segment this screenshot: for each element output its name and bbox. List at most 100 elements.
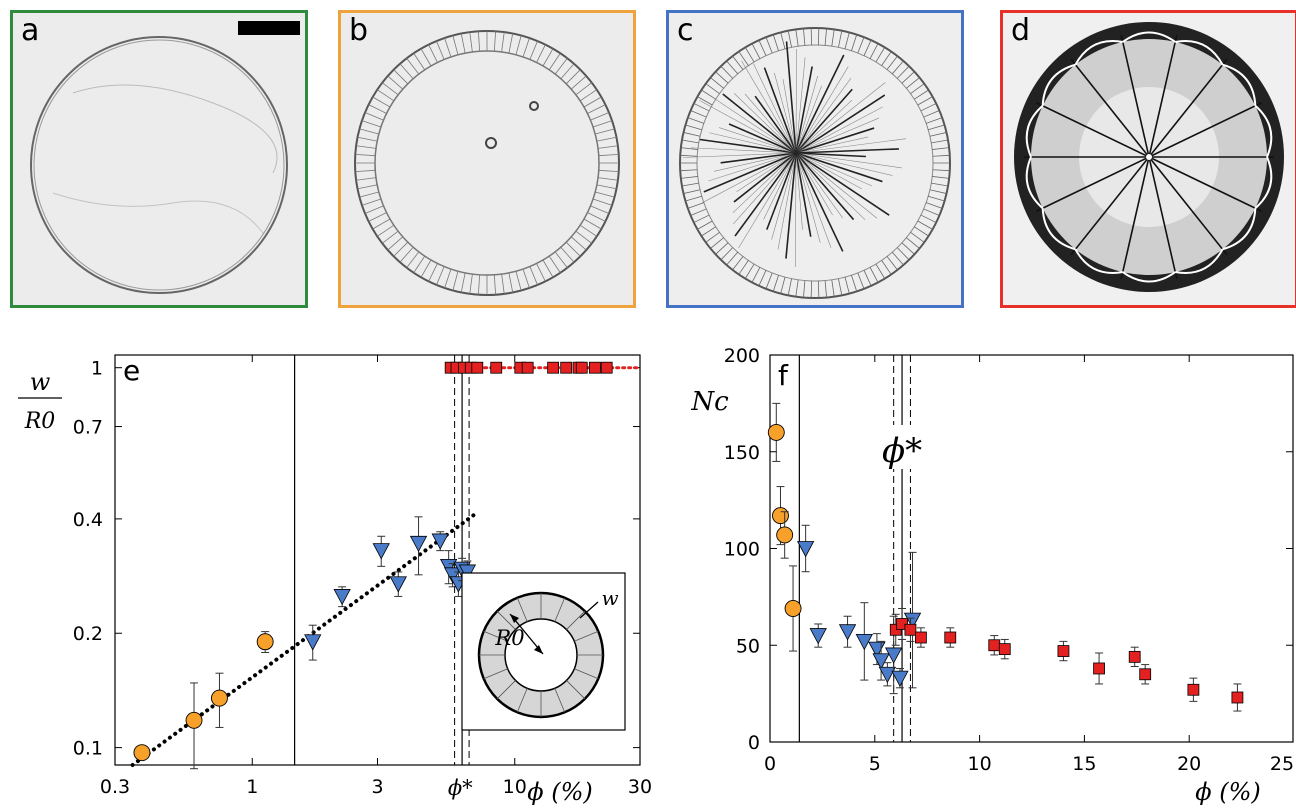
inset-segment [554, 688, 566, 713]
crack-line [795, 136, 869, 154]
radial-segment [683, 132, 701, 137]
data-point-circle [211, 689, 228, 707]
crack-line [795, 152, 863, 190]
data-point-square [988, 639, 1001, 652]
data-point-triangle-down [872, 653, 890, 670]
radial-segment [522, 37, 530, 58]
radial-segment [693, 214, 710, 223]
radial-segment [554, 58, 568, 75]
crack-line [795, 152, 878, 219]
radial-segment [931, 182, 949, 187]
radial-segment [831, 29, 835, 47]
crack-line [763, 152, 797, 220]
radial-segment [413, 255, 426, 273]
data-point-triangle-down [796, 541, 815, 558]
inset-segment [483, 668, 508, 680]
inset-segment [496, 610, 516, 630]
phi-star-label: ϕ* [882, 431, 922, 471]
crack-line [700, 152, 797, 204]
data-point-circle [772, 507, 789, 525]
radial-segment [928, 124, 945, 131]
radial-segment [508, 272, 514, 293]
crack-line [777, 152, 797, 250]
inset-arrowhead [510, 614, 519, 623]
x-tick-label: 20 [1177, 753, 1201, 775]
data-point-square [1139, 668, 1152, 681]
radial-segment [399, 246, 414, 263]
radial-segment [787, 278, 792, 296]
radial-segment [597, 177, 618, 181]
radial-segment [701, 226, 716, 237]
radial-segment [560, 63, 575, 80]
inset-segment [516, 688, 528, 713]
data-point-triangle-down [903, 612, 922, 629]
x-tick-label: 30 [628, 776, 652, 798]
radial-segment [901, 242, 915, 255]
radial-segment [536, 263, 546, 282]
radial-segment [751, 267, 761, 283]
fit-line [130, 512, 477, 767]
radial-segment [803, 280, 806, 298]
data-point-square [896, 618, 908, 630]
radial-segment [452, 35, 459, 55]
petal-edge [1254, 156, 1273, 209]
crack-line [754, 95, 797, 154]
radial-segment [910, 232, 925, 243]
data-point-square [560, 361, 573, 374]
star-crack [1148, 34, 1178, 158]
data-point-square [471, 361, 484, 374]
radial-segment [693, 103, 710, 112]
radial-segment [565, 69, 581, 85]
inset-segment [483, 630, 508, 642]
radial-segment [920, 103, 937, 112]
radial-segment [926, 202, 943, 209]
star-crack [1148, 102, 1262, 158]
radial-segment [583, 218, 602, 230]
crack-line [795, 85, 822, 154]
crack-line [795, 127, 875, 154]
star-crack [1148, 156, 1228, 256]
radial-segment [931, 139, 949, 144]
radial-segment [406, 58, 420, 75]
radial-segment [592, 120, 613, 128]
y-tick-label: 150 [724, 442, 760, 464]
crack-line [691, 147, 797, 154]
radial-segment [355, 153, 376, 157]
radial-segment [508, 33, 514, 54]
radial-segment [501, 32, 505, 53]
crack-line [795, 54, 845, 154]
radial-segment [738, 51, 749, 66]
radial-segment [542, 259, 554, 278]
star-crack [1036, 156, 1150, 212]
crack-line [795, 94, 886, 154]
data-point-square [521, 361, 534, 374]
crack-line [734, 152, 797, 237]
panel-label-b: b [349, 13, 369, 48]
y-axis-label: Nc [690, 387, 729, 417]
radial-segment [875, 263, 886, 279]
radial-segment [477, 274, 481, 295]
radial-segment [680, 169, 698, 172]
radial-segment [896, 65, 910, 79]
y-tick-label: 0.4 [73, 509, 103, 531]
petal-edge [1222, 208, 1257, 251]
radial-segment [891, 60, 904, 75]
crack-line [733, 152, 797, 203]
data-point-triangle-down [878, 666, 897, 684]
radial-segment [685, 195, 702, 202]
panel-label-a: a [21, 13, 40, 48]
photo-panel-b: b [338, 10, 636, 308]
crack-line [722, 93, 797, 154]
radial-segment [891, 251, 904, 266]
radial-segment [393, 69, 409, 85]
crack-line [795, 152, 890, 216]
radial-segment [690, 110, 707, 118]
crack-line [741, 60, 797, 154]
radial-segment [685, 124, 702, 131]
radial-segment [460, 33, 466, 54]
radial-segment [758, 270, 767, 286]
radial-segment [910, 83, 925, 94]
radial-segment [575, 230, 592, 244]
radial-segment [697, 220, 713, 230]
y-tick-label: 0.7 [73, 417, 103, 439]
